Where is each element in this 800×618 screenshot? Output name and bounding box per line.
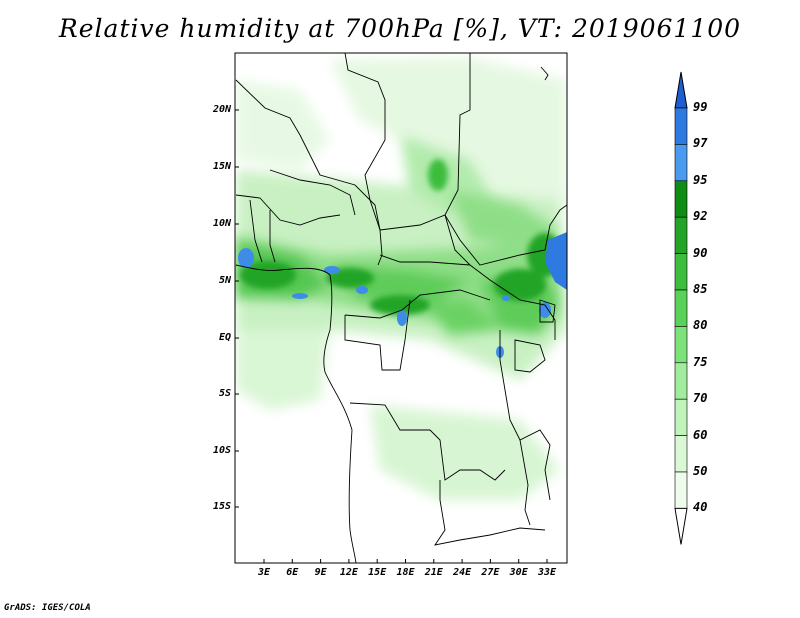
colorbar-label-92: 92: [693, 209, 708, 224]
colorbar-label-50: 50: [693, 464, 708, 478]
colorbar-label-60: 60: [693, 427, 708, 442]
colorbar-swatch-50-40: [674, 471, 688, 509]
lon-label-3e: 3E: [257, 567, 271, 578]
map-title: Relative humidity at 700hPa [%], VT: 201…: [58, 14, 742, 43]
colorbar-top-arrow: [674, 71, 688, 109]
lat-label-15n: 15N: [212, 161, 231, 172]
colorbar-swatch-92-90: [674, 216, 688, 254]
lat-label-20n: 20N: [212, 104, 231, 115]
lon-label-18e: 18E: [396, 567, 415, 578]
lon-label-30e: 30E: [509, 567, 528, 578]
colorbar-label-80: 80: [693, 318, 708, 333]
colorbar-swatch-90-85: [674, 253, 688, 291]
lon-label-9e: 9E: [314, 567, 327, 578]
colorbar-label-70: 70: [693, 391, 708, 406]
colorbar-label-99: 99: [693, 100, 708, 114]
colorbar-label-97: 97: [693, 136, 708, 151]
lon-label-27e: 27E: [481, 567, 500, 578]
lat-label-eq: EQ: [218, 332, 231, 343]
colorbar-swatch-80-75: [674, 326, 688, 364]
colorbar-label-40: 40: [693, 500, 708, 515]
colorbar-label-90: 90: [693, 245, 708, 260]
colorbar-label-85: 85: [693, 282, 708, 296]
colorbar-swatch-60-50: [674, 435, 688, 473]
lat-label-5s: 5S: [218, 388, 231, 399]
colorbar-swatch-70-60: [674, 398, 688, 436]
lon-label-12e: 12E: [339, 567, 358, 578]
credit-text: GrADS: IGES/COLA: [4, 603, 91, 613]
lat-label-10n: 10N: [212, 218, 231, 229]
colorbar-label-75: 75: [693, 354, 708, 369]
colorbar-bottom-arrow: [674, 507, 688, 545]
humidity-field: [235, 53, 567, 563]
colorbar-swatch-99-97: [674, 107, 688, 145]
colorbar-swatch-97-95: [674, 144, 688, 182]
colorbar-swatch-75-70: [674, 362, 688, 400]
lat-label-15s: 15S: [212, 501, 231, 512]
lon-label-15e: 15E: [368, 567, 387, 578]
map-frame: [234, 52, 568, 564]
colorbar-label-95: 95: [693, 172, 708, 187]
colorbar-swatch-95-92: [674, 180, 688, 218]
colorbar-swatch-85-80: [674, 289, 688, 327]
lat-label-5n: 5N: [218, 275, 231, 286]
axis-ticks: [235, 109, 548, 563]
lon-label-33e: 33E: [537, 567, 557, 578]
colorbar-legend: [674, 71, 688, 545]
lat-label-10s: 10S: [212, 445, 231, 456]
lon-label-24e: 24E: [453, 567, 472, 578]
lon-label-21e: 21E: [424, 567, 443, 578]
lon-label-6e: 6E: [286, 567, 299, 578]
